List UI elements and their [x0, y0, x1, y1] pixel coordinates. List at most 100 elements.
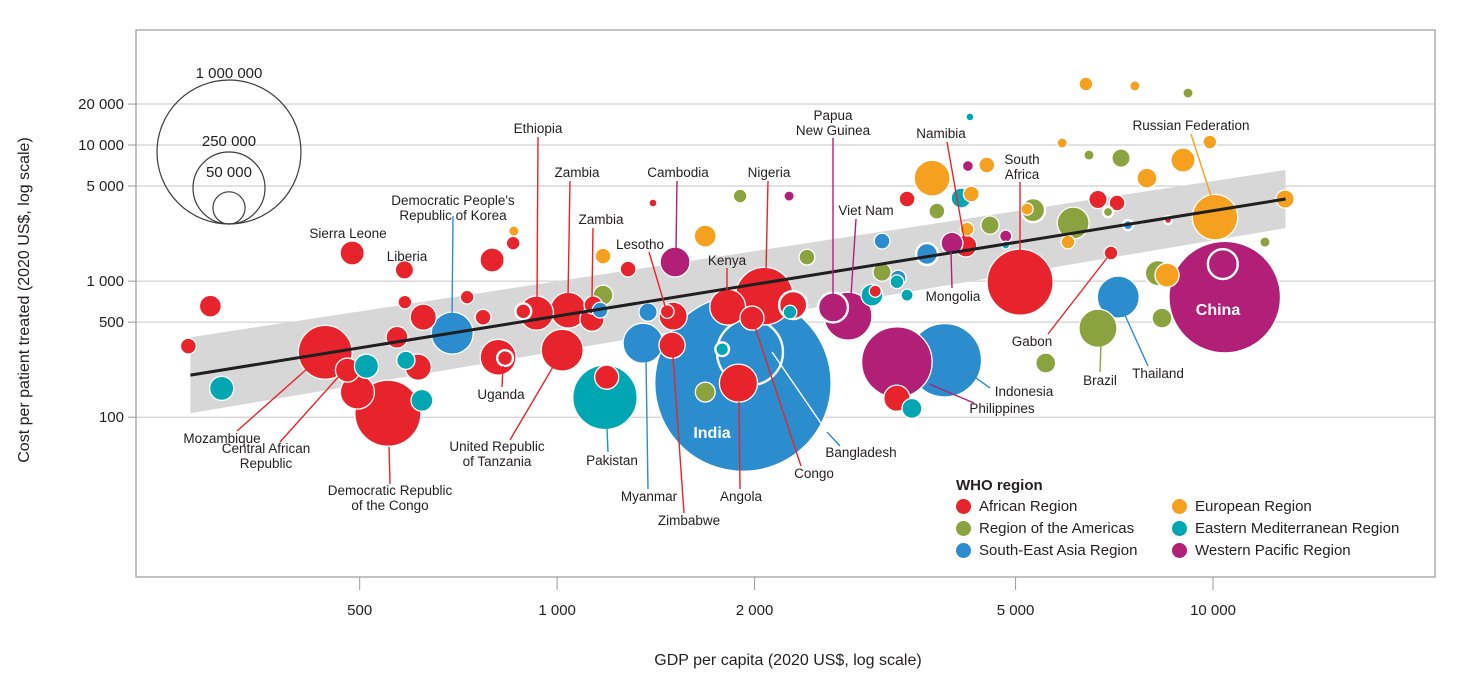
bubble-eur: [1078, 76, 1094, 92]
size-legend-circle: [192, 151, 266, 225]
country-label: China: [1196, 302, 1241, 319]
country-label: Congo: [794, 466, 834, 481]
bubble-eur: [962, 185, 980, 203]
bubble-afr: [593, 364, 620, 390]
bubble-afr: [505, 235, 521, 251]
country-label: Myanmar: [621, 489, 678, 504]
bubble-liberia: [394, 260, 415, 280]
bubble-wpr: [783, 190, 795, 202]
bubble-afr: [648, 198, 658, 208]
country-label: Nigeria: [748, 165, 791, 180]
x-axis-title: GDP per capita (2020 US$, log scale): [654, 652, 922, 669]
bubble-afr: [514, 302, 533, 321]
americas-region-swatch-icon: [956, 521, 971, 536]
bubble-afr: [385, 325, 409, 349]
country-label: Uganda: [477, 387, 525, 402]
country-label: Zambia: [578, 212, 624, 227]
country-label: Bangladesh: [825, 445, 896, 460]
x-tick-label: 500: [347, 602, 372, 619]
western-pacific-region-swatch-icon: [1172, 543, 1187, 558]
bubble-wpr: [1206, 247, 1239, 281]
y-tick-label: 20 000: [78, 96, 124, 113]
bubble-angola: [718, 363, 759, 403]
leader-line: [826, 431, 841, 447]
bubble-eur: [508, 225, 520, 237]
bubble-afr: [479, 247, 505, 273]
legend-label: European Region: [1195, 498, 1312, 515]
bubble-amr: [980, 215, 1000, 235]
leader-line: [850, 218, 857, 297]
bubble-lesotho: [659, 304, 675, 319]
bubble-sierra-leone: [339, 240, 365, 266]
leader-line: [1047, 257, 1108, 335]
y-tick-label: 5 000: [86, 178, 124, 195]
size-legend-label: 250 000: [202, 133, 256, 150]
bubble-afr: [474, 308, 492, 326]
bubble-emr: [900, 288, 914, 302]
leader-line: [968, 372, 991, 389]
bubble-eur: [594, 247, 612, 265]
country-label: Mongolia: [926, 289, 981, 304]
bubble-eur: [913, 159, 951, 197]
y-tick-label: 500: [99, 314, 124, 331]
legend-item-african-region: African Region: [956, 498, 1146, 515]
y-tick-label: 1 000: [86, 273, 124, 290]
country-label: Kenya: [708, 253, 747, 268]
bubble-emr: [353, 353, 380, 379]
country-label: Ethiopia: [514, 121, 563, 136]
size-legend-label: 1 000 000: [196, 65, 263, 82]
leader-line: [738, 401, 741, 490]
legend-item-south-east-asia-region: South-East Asia Region: [956, 542, 1146, 559]
bubble-amr: [694, 381, 716, 403]
bubble-gabon: [1103, 245, 1119, 261]
bubble-eur: [1136, 167, 1158, 189]
legend-label: South-East Asia Region: [979, 542, 1138, 559]
country-label: Gabon: [1012, 334, 1053, 349]
bubble-eur: [1154, 262, 1180, 288]
leader-line: [675, 180, 678, 251]
bubble-myanmar: [622, 322, 664, 364]
bubble-emr: [396, 350, 416, 371]
country-label: Russian Federation: [1132, 118, 1249, 133]
leader-line: [388, 446, 391, 485]
bubble-afr: [619, 260, 637, 278]
bubble-afr: [868, 284, 882, 298]
bubble-emr: [208, 375, 235, 402]
leader-line: [236, 367, 309, 432]
eastern-mediterranean-region-swatch-icon: [1172, 521, 1187, 536]
bubble-emr: [889, 274, 905, 290]
bubble-emr: [782, 304, 798, 320]
leader-line: [754, 326, 802, 467]
country-label: Zambia: [554, 165, 600, 180]
legend-item-eastern-mediterranean-region: Eastern Mediterranean Region: [1172, 520, 1399, 537]
legend-item-european-region: European Region: [1172, 498, 1399, 515]
bubble-eur: [1202, 134, 1218, 150]
bubble-afr: [495, 348, 515, 368]
country-label: United Republic of Tanzania: [449, 439, 545, 469]
country-label: Democratic Republic of the Congo: [328, 483, 453, 513]
x-tick-label: 1 000: [538, 602, 576, 619]
country-label: Thailand: [1132, 366, 1184, 381]
bubble-united-republic-of-tanzania: [540, 328, 584, 372]
country-label: Mozambique: [183, 431, 260, 446]
leader-line: [765, 180, 769, 273]
y-tick-label: 100: [99, 409, 124, 426]
bubble-amr: [1111, 148, 1131, 168]
leader-line: [591, 227, 594, 300]
bubble-sear: [638, 302, 658, 322]
bubble-afr: [898, 190, 916, 208]
country-label: Lesotho: [616, 237, 664, 252]
bubble-afr: [409, 303, 437, 331]
country-label: Democratic People's Republic of Korea: [391, 193, 515, 223]
legend-title: WHO region: [956, 477, 1043, 494]
bubble-brazil: [1078, 308, 1118, 348]
x-tick-label: 5 000: [997, 602, 1035, 619]
bubble-eur: [1020, 202, 1034, 216]
country-label: Viet Nam: [838, 203, 893, 218]
leader-line: [501, 365, 504, 388]
leader-line: [946, 141, 965, 239]
bubble-wpr: [999, 229, 1013, 243]
country-label: Liberia: [387, 249, 428, 264]
leader-line: [928, 383, 975, 404]
leader-line: [567, 180, 571, 299]
